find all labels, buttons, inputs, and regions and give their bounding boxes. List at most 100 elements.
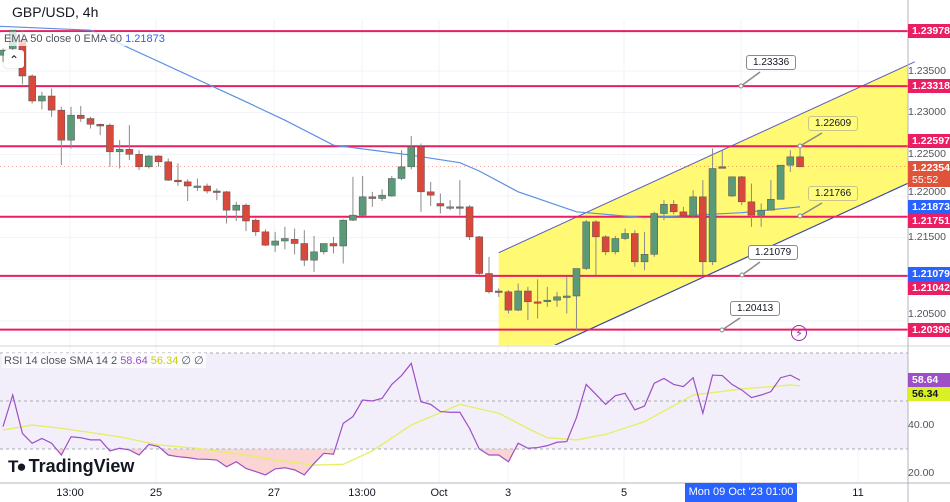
time-tick: 11	[852, 487, 864, 499]
callout-pointer	[740, 71, 761, 87]
level-badge: 1.23318	[908, 79, 950, 93]
candle-down	[164, 161, 172, 181]
candle-down	[737, 176, 746, 203]
callout-anchor	[719, 327, 725, 333]
price-tick: 1.21500	[908, 231, 946, 243]
candle-down	[300, 243, 309, 261]
symbol-title[interactable]: GBP/USD, 4h	[12, 4, 99, 20]
candles	[0, 29, 804, 331]
candle-down	[183, 181, 192, 187]
price-callout[interactable]: 1.21766	[808, 186, 859, 201]
candle-up	[115, 149, 124, 153]
candle-down	[86, 118, 95, 125]
candle-down	[494, 290, 503, 293]
rsi-line	[2, 361, 801, 476]
bar-countdown: 55:52	[912, 174, 939, 186]
tradingview-mark-icon: T●	[8, 456, 27, 476]
price-callout[interactable]: 1.22609	[808, 116, 859, 131]
price-tick: 1.20500	[908, 308, 946, 320]
rsi-legend-extra-2: ∅	[194, 355, 204, 367]
candle-up	[232, 204, 241, 211]
candle-up	[358, 196, 367, 216]
candle-down	[329, 243, 338, 247]
candle-up	[786, 156, 795, 166]
time-tick: Oct	[430, 487, 448, 499]
logo-text: TradingView	[28, 456, 135, 476]
ema-legend[interactable]: EMA 50 close 0 EMA 50 1.21873	[2, 32, 167, 46]
candle-up	[767, 199, 775, 211]
candle-up	[281, 238, 289, 242]
rsi-legend[interactable]: RSI 14 close SMA 14 2 58.64 56.34 ∅ ∅	[2, 353, 206, 368]
candle-up	[708, 168, 717, 263]
candle-up	[776, 164, 785, 200]
candle-up	[38, 95, 46, 102]
crosshair-time-label: Mon 09 Oct '23 01:00	[685, 483, 797, 502]
price-tick: 1.23500	[908, 65, 946, 77]
callout-anchor	[739, 272, 745, 278]
candle-down	[77, 114, 85, 119]
candle-up	[310, 251, 318, 261]
candle-down	[601, 236, 610, 253]
candle-up	[582, 221, 590, 269]
candle-up	[640, 254, 649, 263]
candle-up	[572, 268, 581, 297]
candle-down	[631, 233, 639, 263]
price-callout[interactable]: 1.21079	[748, 245, 799, 260]
ema-line	[0, 25, 801, 219]
collapse-legend-button[interactable]: ⌃	[4, 50, 24, 68]
candle-up	[407, 146, 415, 168]
candle-down	[125, 149, 134, 155]
candle-down	[679, 211, 688, 217]
tradingview-logo[interactable]: T● TradingView	[8, 456, 134, 477]
horizontal-levels[interactable]	[0, 30, 908, 331]
candle-up	[689, 196, 697, 217]
price-tick: 1.22500	[908, 148, 946, 160]
candle-down	[456, 206, 464, 209]
candle-down	[436, 203, 445, 207]
candle-up	[757, 209, 765, 216]
level-badge: 1.22597	[908, 134, 950, 148]
candle-up	[728, 176, 736, 197]
callout-pointers	[719, 71, 823, 333]
candle-up	[193, 185, 202, 188]
candle-up	[349, 214, 357, 221]
candle-up	[621, 233, 629, 239]
candle-up	[543, 299, 552, 302]
current-price: 1.22354	[912, 162, 950, 174]
candle-up	[446, 206, 454, 209]
callout-pointer	[799, 132, 823, 147]
price-tick: 1.23000	[908, 106, 946, 118]
channel-upper-line	[498, 61, 915, 254]
price-callout[interactable]: 1.23336	[746, 55, 797, 70]
candle-down	[251, 219, 260, 233]
price-callout[interactable]: 1.20413	[730, 301, 781, 316]
candle-down	[747, 201, 756, 216]
candle-down	[475, 236, 484, 274]
candle-up	[378, 194, 386, 199]
level-badge: 1.21751	[908, 214, 950, 228]
candle-up	[553, 296, 561, 301]
callout-pointer	[799, 202, 823, 217]
channel-point-badge: 1.21079	[908, 267, 950, 281]
candle-down	[465, 206, 474, 238]
candle-down	[796, 156, 804, 168]
candle-up	[271, 240, 279, 246]
current-price-badge: 1.22354 55:52	[908, 161, 950, 187]
candle-up	[611, 238, 620, 253]
price-tick: 1.22000	[908, 186, 946, 198]
candle-down	[213, 190, 221, 193]
level-badge: 1.21042	[908, 281, 950, 295]
callout-pointer	[721, 317, 741, 331]
candle-up	[145, 155, 153, 168]
ema-badge: 1.21873	[908, 200, 950, 214]
level-badge: 1.23978	[908, 24, 950, 38]
candle-up	[514, 290, 522, 311]
candle-down	[28, 75, 36, 102]
lightning-icon[interactable]: ⚡︎	[791, 325, 807, 341]
candle-down	[57, 109, 66, 141]
time-tick: 13:00	[56, 487, 84, 499]
candle-down	[203, 185, 211, 192]
candle-down	[290, 239, 299, 244]
candle-down	[524, 290, 532, 303]
